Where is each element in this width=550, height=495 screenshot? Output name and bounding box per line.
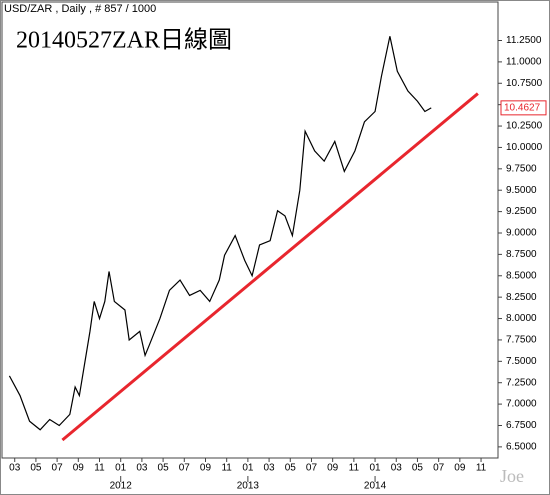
watermark: Joe bbox=[500, 466, 524, 486]
x-tick-label: 07 bbox=[179, 463, 191, 474]
x-tick-label: 09 bbox=[454, 463, 466, 474]
x-tick-label: 09 bbox=[200, 463, 212, 474]
x-tick-label: 11 bbox=[476, 463, 487, 474]
y-tick-label: 11.0000 bbox=[506, 57, 542, 68]
x-tick-label: 03 bbox=[9, 463, 21, 474]
y-tick-label: 7.7500 bbox=[506, 335, 537, 346]
last-value-label: 10.4627 bbox=[504, 102, 541, 113]
x-tick-label: 05 bbox=[158, 463, 170, 474]
trendline bbox=[61, 92, 479, 442]
x-tick-label: 07 bbox=[433, 463, 445, 474]
x-tick-label: 05 bbox=[412, 463, 424, 474]
y-tick-label: 7.0000 bbox=[506, 399, 537, 410]
x-tick-label: 03 bbox=[264, 463, 276, 474]
y-tick-label: 9.7500 bbox=[506, 163, 537, 174]
x-tick-label: 03 bbox=[391, 463, 403, 474]
x-tick-label: 03 bbox=[136, 463, 148, 474]
x-tick-label: 07 bbox=[52, 463, 64, 474]
y-tick-label: 8.5000 bbox=[506, 270, 537, 281]
x-tick-label: 11 bbox=[94, 463, 105, 474]
year-label: 2014 bbox=[364, 481, 387, 492]
y-tick-label: 7.5000 bbox=[506, 356, 537, 367]
y-tick-label: 6.7500 bbox=[506, 420, 537, 431]
y-tick-label: 9.0000 bbox=[506, 228, 537, 239]
x-tick-label: 07 bbox=[306, 463, 318, 474]
y-tick-label: 6.5000 bbox=[506, 442, 537, 453]
x-tick-label: 01 bbox=[369, 463, 381, 474]
y-tick-label: 9.2500 bbox=[506, 206, 537, 217]
chart-title: 20140527ZAR日線圖 bbox=[16, 27, 232, 54]
plot-area bbox=[1, 1, 499, 459]
x-tick-label: 09 bbox=[73, 463, 85, 474]
y-tick-label: 9.5000 bbox=[506, 185, 537, 196]
price-line bbox=[8, 36, 432, 431]
x-tick-label: 05 bbox=[285, 463, 297, 474]
x-tick-label: 05 bbox=[30, 463, 42, 474]
last-value-box bbox=[500, 100, 547, 116]
y-tick-label: 8.2500 bbox=[506, 292, 537, 303]
x-tick-label: 11 bbox=[221, 463, 232, 474]
y-tick-label: 8.0000 bbox=[506, 313, 537, 324]
y-tick-label: 10.2500 bbox=[506, 121, 543, 132]
x-tick-label: 11 bbox=[349, 463, 360, 474]
year-label: 2012 bbox=[110, 481, 133, 492]
y-tick-label: 11.2500 bbox=[506, 35, 542, 46]
x-tick-label: 01 bbox=[242, 463, 254, 474]
y-tick-label: 8.7500 bbox=[506, 249, 537, 260]
year-label: 2013 bbox=[237, 481, 260, 492]
y-tick-label: 7.2500 bbox=[506, 377, 537, 388]
y-tick-label: 10.7500 bbox=[506, 78, 543, 89]
y-tick-label: 10.0000 bbox=[506, 142, 543, 153]
x-tick-label: 09 bbox=[327, 463, 339, 474]
x-tick-label: 01 bbox=[115, 463, 127, 474]
header: USD/ZAR , Daily , # 857 / 1000 bbox=[4, 3, 156, 15]
